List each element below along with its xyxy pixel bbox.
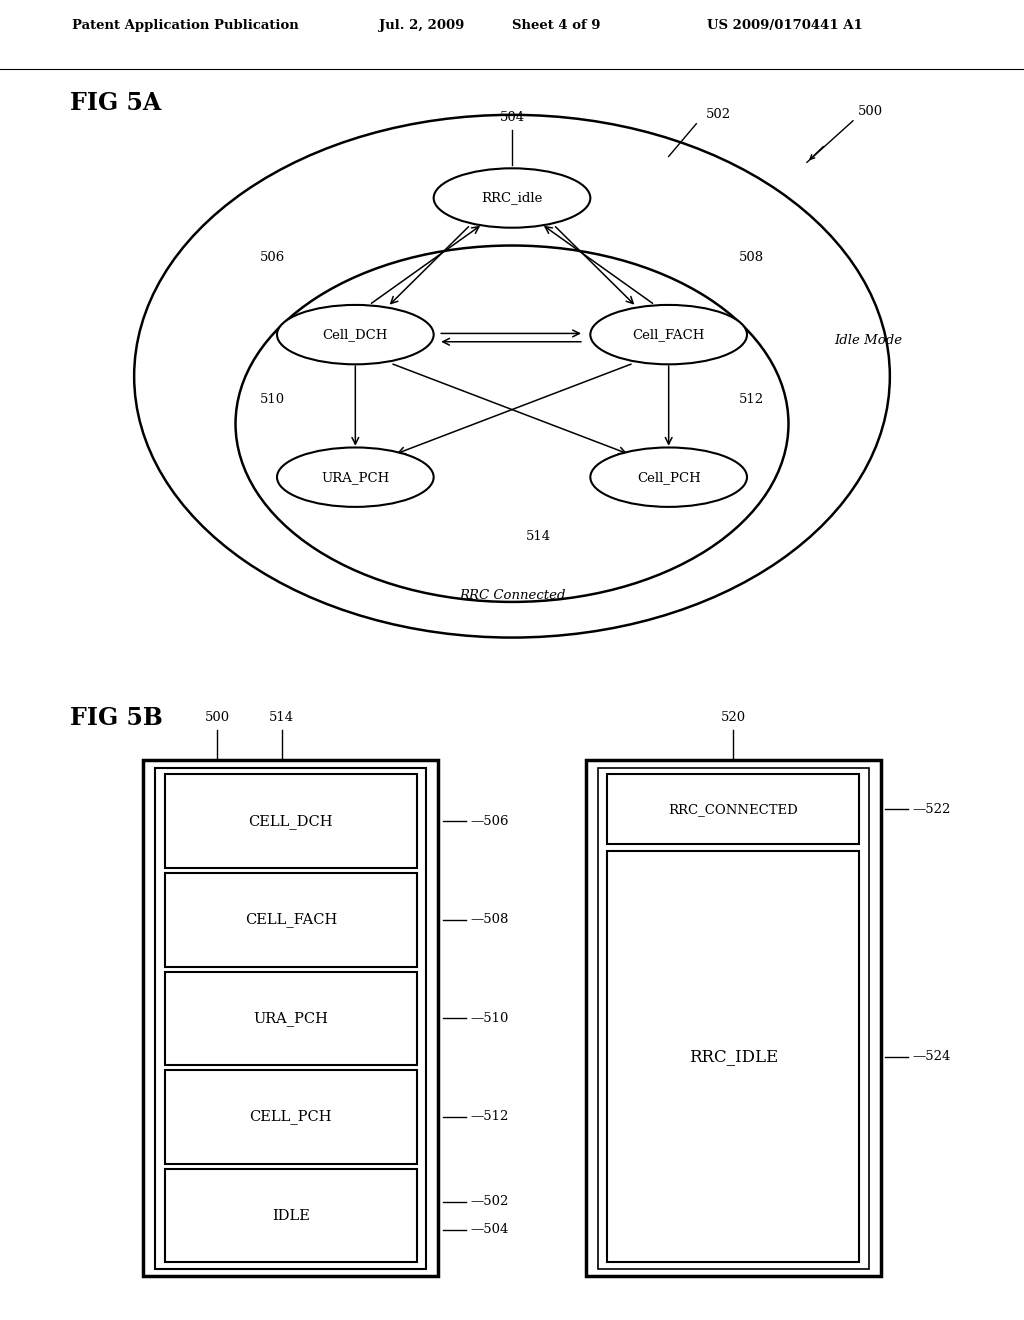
Text: CELL_FACH: CELL_FACH (245, 912, 337, 927)
Text: 500: 500 (858, 104, 883, 117)
Bar (143, 760, 438, 1276)
Text: 510: 510 (260, 393, 285, 407)
Text: CELL_DCH: CELL_DCH (249, 813, 333, 829)
Text: Jul. 2, 2009: Jul. 2, 2009 (379, 18, 464, 32)
Text: —508: —508 (471, 913, 509, 927)
Text: —510: —510 (471, 1012, 509, 1024)
Text: —522: —522 (913, 803, 951, 816)
Text: URA_PCH: URA_PCH (253, 1011, 329, 1026)
Text: —506: —506 (471, 814, 509, 828)
Bar (165, 1071, 417, 1164)
Bar (607, 851, 859, 1262)
Text: 514: 514 (526, 531, 551, 543)
Bar (165, 873, 417, 966)
Text: —502: —502 (471, 1195, 509, 1208)
Bar (607, 775, 859, 843)
Bar (165, 972, 417, 1065)
Text: 508: 508 (739, 251, 764, 264)
Bar (165, 775, 417, 869)
Text: Sheet 4 of 9: Sheet 4 of 9 (512, 18, 600, 32)
Text: US 2009/0170441 A1: US 2009/0170441 A1 (707, 18, 862, 32)
Text: Patent Application Publication: Patent Application Publication (72, 18, 298, 32)
Text: —504: —504 (471, 1224, 509, 1236)
Text: IDLE: IDLE (272, 1209, 309, 1222)
Bar (586, 760, 881, 1276)
Text: 504: 504 (500, 111, 524, 124)
Bar (156, 768, 426, 1269)
Text: —512: —512 (471, 1110, 509, 1123)
Text: Cell_FACH: Cell_FACH (633, 329, 705, 341)
Text: URA_PCH: URA_PCH (322, 471, 389, 483)
Text: CELL_PCH: CELL_PCH (250, 1110, 332, 1125)
Text: Cell_DCH: Cell_DCH (323, 329, 388, 341)
Text: 512: 512 (739, 393, 764, 407)
Text: 506: 506 (260, 251, 285, 264)
Ellipse shape (591, 305, 748, 364)
Text: RRC_idle: RRC_idle (481, 191, 543, 205)
Ellipse shape (276, 447, 434, 507)
Text: RRC Connected: RRC Connected (459, 590, 565, 602)
Ellipse shape (276, 305, 434, 364)
Text: 520: 520 (721, 711, 745, 723)
Bar (598, 768, 868, 1269)
Text: 502: 502 (706, 108, 731, 121)
Ellipse shape (591, 447, 748, 507)
Text: Idle Mode: Idle Mode (835, 334, 903, 347)
Text: FIG 5A: FIG 5A (70, 91, 161, 115)
Text: RRC_IDLE: RRC_IDLE (688, 1048, 778, 1065)
Text: 514: 514 (269, 711, 294, 723)
Text: —524: —524 (913, 1051, 951, 1064)
Text: 500: 500 (205, 711, 229, 723)
Text: Cell_PCH: Cell_PCH (637, 471, 700, 483)
Text: RRC_CONNECTED: RRC_CONNECTED (669, 803, 798, 816)
Ellipse shape (434, 168, 590, 227)
Bar (165, 1168, 417, 1262)
Text: FIG 5B: FIG 5B (70, 706, 163, 730)
